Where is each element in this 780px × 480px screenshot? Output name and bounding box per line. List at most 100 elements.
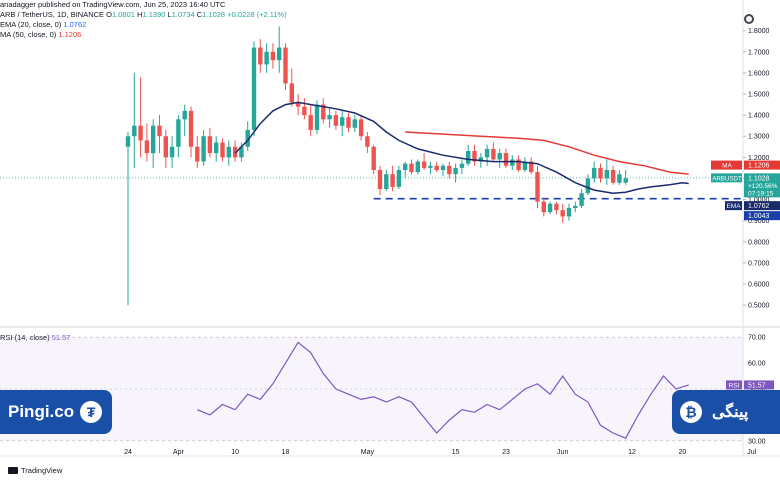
ohlc-high: 1.1390	[142, 10, 166, 19]
candle-body	[295, 102, 301, 107]
candle-body	[390, 174, 395, 187]
tradingview-text: TradingView	[21, 466, 63, 475]
rsi-tick-label: 30.00	[748, 438, 766, 445]
published-line: anadagger published on TradingView.com, …	[0, 0, 226, 9]
pingi-logo-left: Pingi.co ₮	[0, 390, 112, 434]
candle-body	[560, 210, 565, 217]
ohlc-c-label: C	[196, 10, 203, 19]
ma50-line	[405, 131, 689, 175]
ohlc-h-label: H	[137, 10, 143, 19]
candles-group	[125, 26, 628, 306]
candle-body	[138, 125, 143, 141]
candle-body	[125, 136, 131, 147]
countdown-text: 07:19:15	[748, 190, 774, 197]
ema-tag-left-text: EMA	[726, 203, 741, 210]
time-tick-label: 18	[282, 449, 290, 456]
time-tick-label: 24	[124, 449, 132, 456]
candle-body	[264, 51, 269, 65]
candle-body	[214, 142, 219, 154]
candle-body	[428, 165, 433, 168]
candle-body	[352, 119, 357, 128]
candle-body	[151, 125, 156, 154]
candle-body	[522, 161, 528, 170]
candle-body	[314, 104, 320, 130]
pingi-logo-persian: پینگی	[712, 404, 749, 421]
candle-body	[453, 167, 458, 175]
price-tick-label: 1.0000	[748, 197, 770, 204]
candle-body	[132, 125, 137, 137]
candle-body	[283, 47, 288, 84]
ma-tag-left-bg	[711, 160, 742, 170]
ma-tag-text: 1.1206	[748, 163, 770, 170]
ohlc-close: 1.1028	[202, 10, 226, 19]
rsi-tag-bg	[744, 380, 774, 390]
candle-body	[579, 193, 584, 206]
price-tick-label: 1.8000	[748, 28, 770, 35]
candle-body	[617, 174, 622, 183]
candle-body	[529, 161, 534, 173]
candle-body	[207, 136, 213, 154]
pingi-logo-text: Pingi.co	[8, 402, 75, 421]
support-tag-bg	[744, 211, 780, 221]
symbol-tag-text: ARBUSDT	[712, 175, 742, 182]
time-tick-label: 15	[452, 449, 460, 456]
price-tick-label: 0.5000	[748, 303, 770, 310]
candle-body	[516, 159, 521, 170]
last-price-text: 1.1028	[748, 175, 770, 182]
candle-body	[409, 163, 414, 173]
price-tick-label: 0.6000	[748, 282, 770, 289]
candle-body	[554, 203, 559, 211]
rsi-legend-label: RSI (14, close)	[0, 333, 50, 342]
candle-body	[245, 129, 250, 147]
candle-body	[503, 153, 509, 166]
time-tick-label: Jun	[557, 449, 568, 456]
ohlc-o-label: O	[106, 10, 112, 19]
candle-body	[195, 146, 200, 162]
ema20-line	[234, 101, 689, 194]
settings-gear-icon[interactable]	[744, 14, 754, 24]
ema-legend[interactable]: EMA (20, close, 0) 1.0762	[0, 20, 86, 29]
time-tick-label: Jul	[747, 449, 756, 456]
ma-legend[interactable]: MA (50, close, 0) 1.1206	[0, 30, 81, 39]
ema-legend-label: EMA (20, close, 0)	[0, 20, 62, 29]
rsi-legend[interactable]: RSI (14, close) 51.57	[0, 333, 70, 342]
rsi-tag-left-bg	[726, 380, 742, 390]
candle-body	[188, 110, 194, 147]
candle-body	[573, 205, 578, 208]
time-tick-label: Apr	[173, 449, 185, 456]
candle-body	[415, 161, 420, 173]
candle-body	[384, 174, 389, 189]
candle-body	[377, 170, 383, 189]
candle-body	[434, 165, 439, 170]
candle-body	[163, 136, 168, 158]
candle-body	[258, 47, 263, 65]
tradingview-watermark: TradingView	[8, 466, 62, 475]
candle-body	[623, 178, 628, 183]
candle-body	[333, 115, 339, 126]
candle-body	[497, 153, 502, 160]
candle-body	[358, 119, 364, 137]
rsi-tag: RSI 51.57	[726, 380, 774, 390]
rsi-legend-value: 51.57	[51, 333, 71, 342]
candle-body	[289, 83, 294, 103]
candle-body	[440, 165, 446, 170]
price-tick-label: 1.1000	[748, 176, 770, 183]
price-tick-label: 1.7000	[748, 49, 770, 56]
tether-icon: ₮	[80, 401, 103, 423]
ema-tag: EMA 1.0762	[725, 201, 780, 211]
candle-body	[226, 146, 231, 158]
ma-tag-bg	[744, 160, 780, 170]
candle-body	[585, 178, 591, 194]
time-tick-label: 12	[628, 449, 636, 456]
price-tick-label: 0.9000	[748, 218, 770, 225]
candle-body	[144, 140, 150, 154]
ma-legend-value: 1.1206	[58, 30, 82, 39]
price-tick-label: 1.5000	[748, 92, 770, 99]
rsi-tick-label: 60.00	[748, 361, 766, 368]
candle-body	[547, 203, 553, 213]
ma-tag: MA 1.1206	[711, 160, 780, 170]
ema-legend-value: 1.0762	[63, 20, 87, 29]
price-tick-label: 1.3000	[748, 134, 770, 141]
pingi-logo-right: ₿ پینگی	[672, 390, 780, 434]
ema-tag-text: 1.0762	[748, 203, 770, 210]
